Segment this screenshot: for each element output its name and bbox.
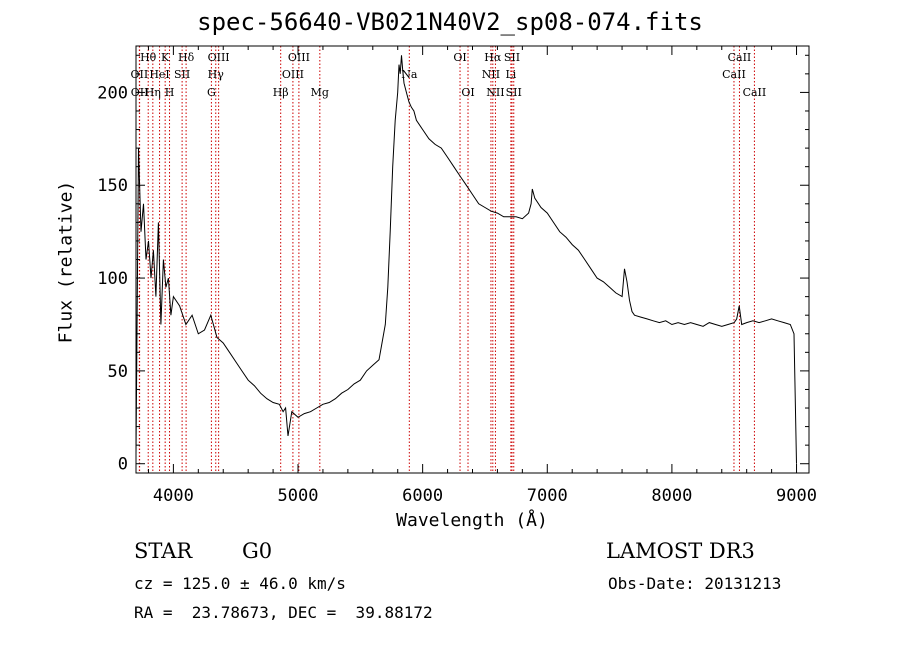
object-subclass: G0 — [242, 539, 273, 563]
object-class: STAR — [134, 539, 193, 563]
line-label-oiii: OIII — [288, 51, 310, 64]
y-tick-label: 150 — [97, 176, 128, 196]
y-tick-label: 0 — [118, 455, 128, 475]
line-label-hβ: Hβ — [273, 86, 289, 99]
line-label-sii: SII — [504, 51, 520, 64]
line-label-mg: Mg — [311, 86, 329, 99]
line-label-hη: Hη — [145, 86, 161, 99]
spectrum-line — [135, 55, 797, 464]
x-tick-label: 6000 — [402, 486, 443, 506]
axis-tick-labels: 4000 5000 6000 7000 8000 9000 0 50 100 150 200 — [97, 83, 817, 506]
y-tick-label: 100 — [97, 269, 128, 289]
line-label-nii: NII — [482, 68, 500, 81]
x-axis-label: Wavelength (Å) — [396, 510, 548, 531]
line-label-h: H — [165, 86, 175, 99]
coordinates: RA = 23.78673, DEC = 39.88172 — [134, 603, 433, 622]
line-label-sii: SII — [174, 68, 190, 81]
x-tick-label: 5000 — [278, 486, 319, 506]
line-label-nii: NII — [486, 86, 504, 99]
line-label-k: K — [161, 51, 170, 64]
line-label-g: G — [207, 86, 216, 99]
line-label-caii: CaII — [722, 68, 746, 81]
line-label-caii: CaII — [728, 51, 752, 64]
line-label-oi: OI — [461, 86, 474, 99]
line-label-hδ: Hδ — [178, 51, 195, 64]
line-label-oiii: OIII — [282, 68, 304, 81]
y-tick-label: 200 — [97, 83, 128, 103]
survey-name: LAMOST DR3 — [606, 539, 755, 563]
line-label-caii: CaII — [743, 86, 767, 99]
x-tick-label: 9000 — [776, 486, 817, 506]
x-tick-label: 8000 — [651, 486, 692, 506]
x-tick-label: 4000 — [153, 486, 194, 506]
x-tick-label: 7000 — [527, 486, 568, 506]
redshift-text: cz = 125.0 ± 46.0 km/s — [134, 574, 346, 593]
emission-line-markers — [138, 46, 755, 473]
y-axis-label: Flux (relative) — [55, 180, 77, 344]
line-label-hγ: Hγ — [208, 68, 225, 81]
y-tick-label: 50 — [108, 362, 128, 382]
plot-frame — [135, 45, 810, 474]
line-label-hα: Hα — [484, 51, 502, 64]
line-label-oi: OI — [453, 51, 466, 64]
line-label-oiii: OIII — [208, 51, 230, 64]
axis-ticks — [136, 46, 809, 473]
line-label-li: Li — [505, 68, 516, 81]
line-label-na: Na — [401, 68, 418, 81]
line-label-hθ: Hθ — [140, 51, 157, 64]
line-label-sii: SII — [506, 86, 522, 99]
obs-date: Obs-Date: 20131213 — [608, 574, 782, 593]
line-label-oii: OII — [131, 68, 149, 81]
chart-title: spec-56640-VB021N40V2_sp08-074.fits — [197, 8, 703, 36]
line-label-hei: HeI — [149, 68, 169, 81]
